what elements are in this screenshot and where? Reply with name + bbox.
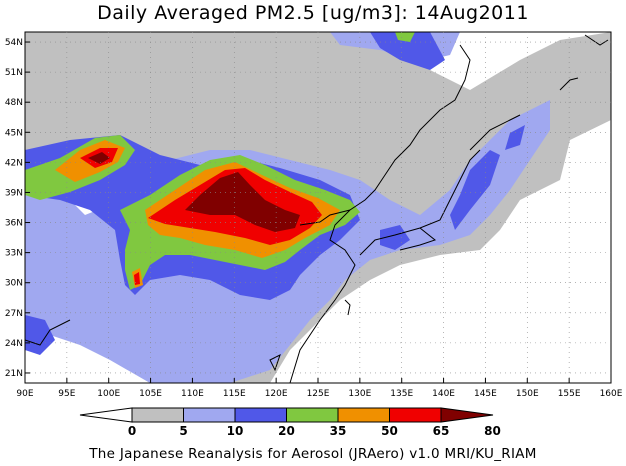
colorbar-level-label: 80 [484, 424, 501, 438]
lat-tick-label: 36N [5, 219, 23, 229]
axis-ticks [24, 41, 612, 383]
colorbar-arrow-high [440, 407, 494, 423]
colorbar-level-label: 50 [381, 424, 398, 438]
lat-tick-label: 54N [5, 38, 23, 48]
lon-tick-label: 135E [390, 389, 413, 399]
lat-tick-label: 48N [5, 98, 23, 108]
lon-tick-label: 105E [139, 389, 162, 399]
lat-tick-label: 30N [5, 279, 23, 289]
colorbar-level-label: 65 [433, 424, 450, 438]
colorbar-swatch [286, 407, 339, 423]
colorbar-swatch [234, 407, 287, 423]
lon-tick-label: 95E [58, 389, 75, 399]
lon-tick-label: 115E [223, 389, 246, 399]
colorbar-swatch [337, 407, 390, 423]
colorbar-arrow-low [79, 407, 133, 423]
colorbar-swatch [131, 407, 184, 423]
lon-tick-label: 125E [307, 389, 330, 399]
lon-tick-label: 100E [97, 389, 120, 399]
lat-tick-label: 21N [5, 369, 23, 379]
graticule [25, 32, 611, 383]
colorbar: 0 5 10 20 35 50 65 80 [79, 407, 501, 438]
colorbar-swatch [183, 407, 236, 423]
lat-tick-label: 24N [5, 339, 23, 349]
latitude-labels: 54N 51N 48N 45N 42N 39N 36N 33N 30N 27N 24N 21N [5, 38, 23, 379]
lat-tick-label: 39N [5, 188, 23, 198]
lon-tick-label: 150E [516, 389, 539, 399]
footer-credit: The Japanese Reanalysis for Aerosol (JRA… [89, 446, 537, 462]
colorbar-swatch [389, 407, 442, 423]
lat-tick-label: 27N [5, 309, 23, 319]
level-80-plus [88, 152, 300, 232]
lon-tick-label: 110E [181, 389, 204, 399]
lat-tick-label: 45N [5, 128, 23, 138]
lon-tick-label: 90E [16, 389, 33, 399]
colorbar-level-label: 20 [278, 424, 295, 438]
colorbar-level-label: 5 [179, 424, 187, 438]
colorbar-level-label: 10 [227, 424, 244, 438]
lon-tick-label: 120E [265, 389, 288, 399]
lat-tick-label: 33N [5, 249, 23, 259]
lat-tick-label: 42N [5, 158, 23, 168]
colorbar-level-label: 0 [128, 424, 136, 438]
lon-tick-label: 155E [558, 389, 581, 399]
lon-tick-label: 140E [432, 389, 455, 399]
coastlines [25, 34, 609, 383]
lat-tick-label: 51N [5, 68, 23, 78]
lon-tick-label: 145E [474, 389, 497, 399]
longitude-labels: 90E 95E 100E 105E 110E 115E 120E 125E 130E 135E 14… [16, 389, 622, 399]
lon-tick-label: 130E [348, 389, 371, 399]
map-title: Daily Averaged PM2.5 [ug/m3]: 14Aug2011 [97, 2, 529, 24]
lon-tick-label: 160E [600, 389, 623, 399]
colorbar-level-label: 35 [330, 424, 347, 438]
